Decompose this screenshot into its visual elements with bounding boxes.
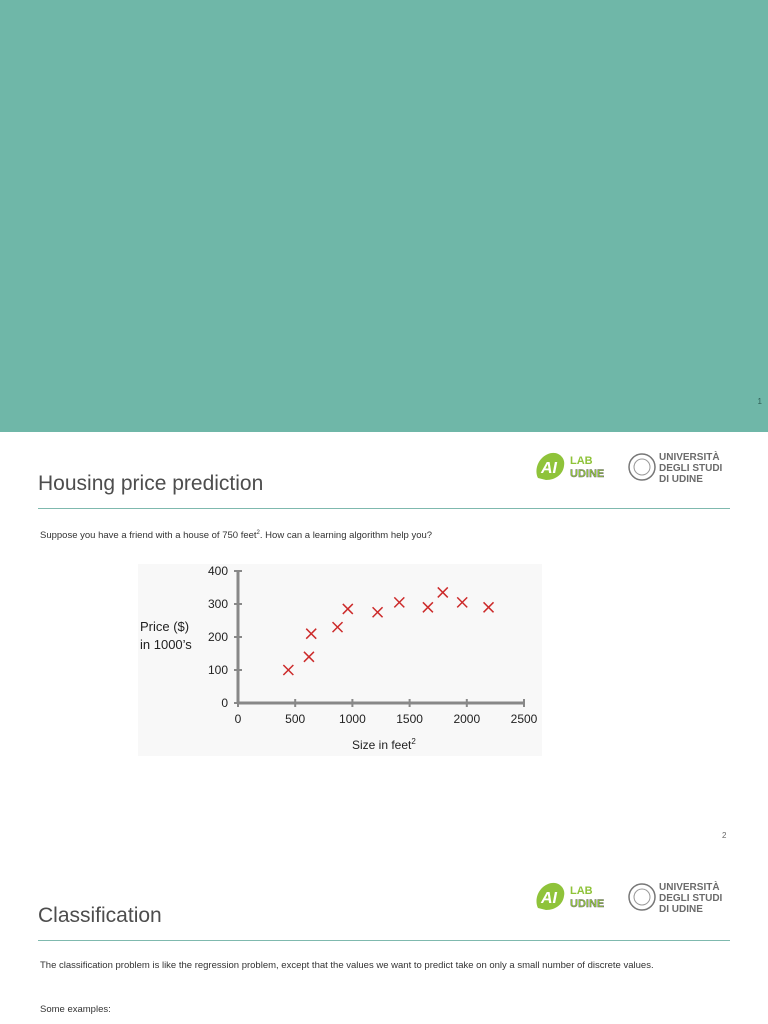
university-seal-inner-icon [633, 888, 651, 906]
slide-title: Classification [38, 904, 162, 927]
logo-uni-line1: UNIVERSITÀ [659, 450, 720, 463]
x-axis-label: Size in feet2 [352, 737, 416, 752]
data-point-stroke [303, 651, 315, 663]
data-point [456, 596, 468, 608]
x-tick-label: 500 [285, 712, 305, 726]
data-point-stroke [437, 586, 449, 598]
data-point-stroke [342, 603, 354, 615]
data-point-stroke [305, 628, 317, 640]
slide-body-text: The classification problem is like the r… [40, 960, 654, 971]
ai-mark-text: AI [540, 460, 558, 477]
scatter-chart: Price ($) in 1000’s Size in feet2 0 500 10… [140, 564, 538, 752]
y-tick-label: 400 [208, 564, 228, 578]
x-tick-label: 0 [235, 712, 242, 726]
title-divider [38, 508, 730, 509]
page-number: 1 [757, 397, 762, 406]
data-point [303, 651, 315, 663]
body-suffix: . How can a learning algorithm help you? [259, 530, 433, 542]
data-point-stroke [331, 621, 344, 633]
y-tick-label: 100 [208, 663, 228, 677]
data-point-stroke [282, 664, 294, 676]
y-tick-label: 0 [221, 696, 228, 710]
slide-1-background: 1 [0, 0, 768, 432]
logo-uni-line3: DI UDINE [659, 474, 703, 485]
x-tick-label: 1000 [339, 712, 366, 726]
data-point-stroke [483, 601, 495, 613]
logo-uni-line2: DEGLI STUDI [659, 463, 723, 474]
y-axis-label-line2: in 1000’s [140, 637, 192, 652]
logo-lab-text: LAB [570, 455, 593, 467]
university-seal-icon [628, 453, 656, 481]
page-number: 2 [722, 831, 727, 840]
data-point [437, 586, 449, 598]
data-point [282, 664, 294, 676]
x-tick-label: 1500 [396, 712, 423, 726]
logo-group: AI LAB UDINE UNIVERSITÀ DEGLI STUDI DI U… [532, 448, 730, 486]
data-point [372, 606, 384, 618]
y-tick-label: 300 [208, 597, 228, 611]
logo-uni-line1: UNIVERSITÀ [659, 880, 720, 893]
logo-udine-text: UDINE [570, 468, 604, 480]
slide-body-text: Suppose you have a friend with a house o… [40, 527, 432, 542]
ai-lab-udine-logo: AI LAB UDINE UNIVERSITÀ DEGLI STUDI DI U… [536, 450, 723, 485]
logo-uni-line2: DEGLI STUDI [659, 893, 723, 904]
logo-lab-text: LAB [570, 885, 593, 897]
slide-2: AI LAB UDINE UNIVERSITÀ DEGLI STUDI DI U… [0, 432, 768, 852]
slide-title: Housing price prediction [38, 472, 264, 495]
data-point [393, 596, 405, 608]
data-point [483, 601, 495, 613]
ai-mark-text: AI [540, 890, 558, 907]
data-point [422, 601, 434, 613]
data-point-stroke [393, 596, 405, 608]
data-point [342, 603, 354, 615]
body-superscript: 2 [256, 530, 260, 536]
slide-body-text-2: Some examples: [40, 1004, 111, 1015]
ai-lab-udine-logo: AI LAB UDINE UNIVERSITÀ DEGLI STUDI DI U… [536, 880, 723, 915]
body-prefix: Suppose you have a friend with a house o… [40, 530, 257, 542]
university-seal-inner-icon [633, 458, 651, 476]
data-point [305, 628, 317, 640]
university-seal-icon [628, 883, 656, 911]
logo-uni-line3: DI UDINE [659, 904, 703, 915]
chart-panel: Price ($) in 1000’s Size in feet2 0 500 10… [138, 564, 542, 756]
y-axis-label-line1: Price ($) [140, 619, 189, 634]
y-tick-label: 200 [208, 630, 228, 644]
x-tick-label: 2500 [511, 712, 538, 726]
data-point [331, 621, 344, 633]
data-point-stroke [456, 596, 468, 608]
slide-3: AI LAB UDINE UNIVERSITÀ DEGLI STUDI DI U… [0, 864, 768, 1024]
logo-udine-text: UDINE [570, 898, 604, 910]
data-point-stroke [372, 606, 384, 618]
x-tick-label: 2000 [453, 712, 480, 726]
data-point-stroke [422, 601, 434, 613]
logo-group: AI LAB UDINE UNIVERSITÀ DEGLI STUDI DI U… [532, 878, 730, 916]
title-divider [38, 940, 730, 941]
